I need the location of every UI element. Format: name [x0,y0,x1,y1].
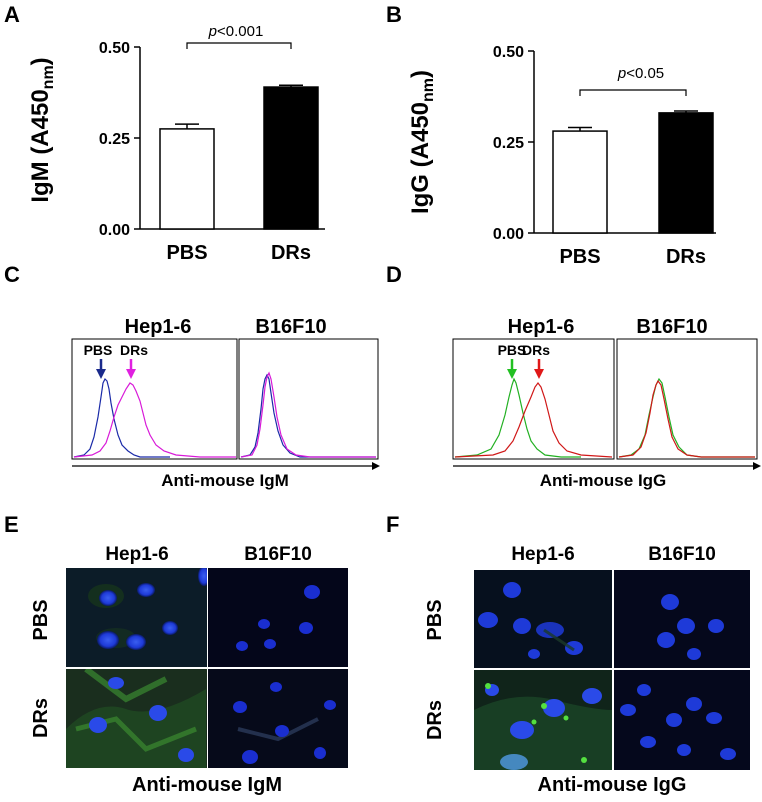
micro-igm-caption: Anti-mouse IgM [132,774,282,796]
igg-bar-1 [658,112,714,234]
flow-igm-box-hep [71,338,238,460]
igg-bar-0 [552,130,608,234]
igg-y-axis-label: IgG (A450nm) [407,70,437,214]
igm-bar-0 [159,128,215,230]
micro-igm-b16-drs-image [208,669,348,768]
panel-letter-e: E [4,512,19,537]
panel-letter-b: B [386,2,402,27]
flow-igg-header-hep: Hep1-6 [508,316,575,338]
flow-igm-arrow-drs [126,359,136,379]
flow-igm-header-hep: Hep1-6 [125,316,192,338]
micro-igm-b16-pbs-image [208,568,348,667]
flow-igm-arrow-label-drs: DRs [120,342,148,358]
flow-igm-b16-drs-curve [240,371,376,458]
micro-igm-row-drs: DRs [30,698,52,739]
panel-letter-f: F [386,512,400,537]
panel-letter-a: A [4,2,20,27]
micro-igg-caption: Anti-mouse IgG [537,774,687,796]
igg-ytick-label-2: 0.50 [493,44,524,61]
flow-igm-hep-pbs-curve [73,377,170,458]
flow-igm-box-b16 [238,338,379,460]
micro-igm-col-hep: Hep1-6 [105,544,169,565]
micro-igg-col-hep: Hep1-6 [511,544,575,565]
micro-igm-hep-drs-image [66,669,207,768]
micro-igg-col-b16: B16F10 [648,544,716,565]
igm-xlabel-1: DRs [271,242,311,264]
micro-igm-row-pbs: PBS [30,599,52,641]
micro-igg-row-pbs: PBS [424,599,446,641]
igg-ytick-label-0: 0.00 [493,226,524,243]
flow-igg-hep-drs-curve [454,382,613,458]
micro-igg-b16-drs-image [614,670,750,770]
flow-igm-header-b16: B16F10 [255,316,326,338]
igg-xlabel-0: PBS [559,246,600,268]
igm-y-axis-label: IgM (A450nm) [27,57,57,202]
igg-bar-chart: IgG (A450nm) p<0.05 0.00 0.25 0.50 PBS DRs [407,44,716,268]
flow-igg-arrow-pbs [507,359,517,379]
igg-significance-bracket [579,89,687,96]
flow-igm-arrow-pbs [96,359,106,379]
flow-igm-x-axis-arrow [72,462,380,470]
flow-igg-arrow-label-pbs: PBS [498,342,527,358]
igg-p-value-annotation: p<0.05 [617,65,664,82]
igm-bar-chart: IgM (A450nm) p<0.001 0.00 0.25 0.50 PBS DRs [27,23,325,264]
flow-igg-box-hep [452,338,615,460]
micro-igg-hep-pbs-image [474,570,612,668]
igg-xlabel-1: DRs [666,246,706,268]
flow-igm-panel: Hep1-6 B16F10 PBS DRs Anti-mouse IgM [71,316,380,490]
igm-significance-bracket [186,42,292,49]
flow-igg-box-b16 [616,338,758,460]
flow-igg-arrow-label-drs: DRs [522,342,550,358]
flow-igg-x-axis-arrow [453,462,761,470]
flow-igg-b16-drs-curve [618,379,755,458]
igm-xlabel-0: PBS [166,242,207,264]
flow-igg-panel: Hep1-6 B16F10 PBS DRs Anti-mouse IgG [452,316,761,490]
micro-igg-hep-drs-image [474,670,612,770]
igm-bar-1 [263,86,319,230]
flow-igm-x-label: Anti-mouse IgM [161,471,289,490]
flow-igg-arrow-drs [534,359,544,379]
igm-ytick-label-1: 0.25 [99,131,130,148]
igm-ytick-label-0: 0.00 [99,222,130,239]
igm-p-value-annotation: p<0.001 [208,23,264,40]
igg-ytick-label-1: 0.25 [493,135,524,152]
flow-igg-b16-pbs-curve [618,377,755,458]
flow-igg-hep-pbs-curve [454,377,581,458]
flow-igg-header-b16: B16F10 [636,316,707,338]
micro-igm-hep-pbs-image [66,568,207,667]
flow-igg-x-label: Anti-mouse IgG [540,471,667,490]
flow-igm-arrow-label-pbs: PBS [84,342,113,358]
panel-letter-c: C [4,262,20,287]
igm-ytick-label-2: 0.50 [99,40,130,57]
flow-igm-hep-drs-curve [73,382,236,458]
panel-letter-d: D [386,262,402,287]
micro-igg-row-drs: DRs [424,700,446,741]
micro-igm-col-b16: B16F10 [244,544,312,565]
micro-igg-b16-pbs-image [614,570,750,668]
